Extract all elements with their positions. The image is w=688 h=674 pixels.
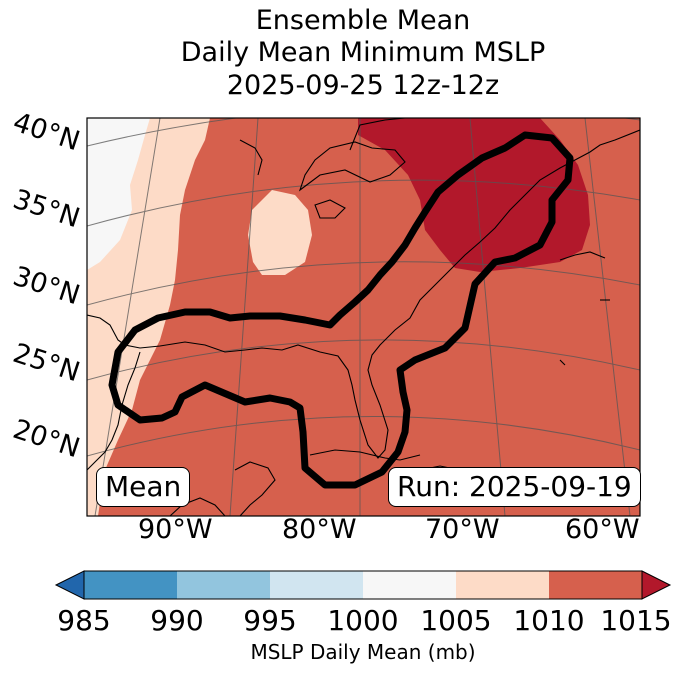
- colorbar-bin-1005-1010: [456, 571, 549, 599]
- run-label: Run: 2025-09-19: [388, 467, 641, 507]
- title-line-1: Ensemble Mean: [255, 5, 471, 36]
- mean-label: Mean: [96, 467, 191, 507]
- mean-contour: [108, 131, 574, 489]
- colorbar-bin-1000-1005: [363, 571, 456, 599]
- map-panel: [87, 118, 640, 516]
- coastlines: [87, 118, 640, 516]
- colorbar: [54, 570, 672, 600]
- field-above-1015: [358, 118, 590, 272]
- colorbar-tick-995: 995: [243, 604, 297, 637]
- colorbar-tick-985: 985: [57, 604, 111, 637]
- colorbar-frame: [83, 570, 643, 600]
- title-line-3: 2025-09-25 12z-12z: [226, 70, 500, 101]
- lon-tick-90w: 90°W: [138, 514, 213, 545]
- colorbar-bin-985-990: [84, 571, 177, 599]
- colorbar-tick-1000: 1000: [327, 604, 399, 637]
- colorbar-bin-990-995: [177, 571, 270, 599]
- lon-tick-70w: 70°W: [425, 514, 500, 545]
- lon-tick-60w: 60°W: [565, 514, 640, 545]
- colorbar-bin-995-1000: [270, 571, 363, 599]
- field-1005-1010-blob: [248, 190, 312, 275]
- colorbar-tick-1005: 1005: [420, 604, 492, 637]
- field-1000-1005: [87, 118, 150, 270]
- colorbar-tick-1010: 1010: [513, 604, 585, 637]
- colorbar-tick-1015: 1015: [600, 604, 672, 637]
- colorbar-label: MSLP Daily Mean (mb): [250, 640, 476, 664]
- lon-tick-80w: 80°W: [282, 514, 357, 545]
- title-line-2: Daily Mean Minimum MSLP: [180, 37, 546, 68]
- colorbar-extend-under: [54, 570, 85, 600]
- map-frame: [86, 117, 641, 517]
- colorbar-tick-990: 990: [150, 604, 204, 637]
- colorbar-extend-over: [641, 570, 672, 600]
- colorbar-bin-1010-1015: [549, 571, 642, 599]
